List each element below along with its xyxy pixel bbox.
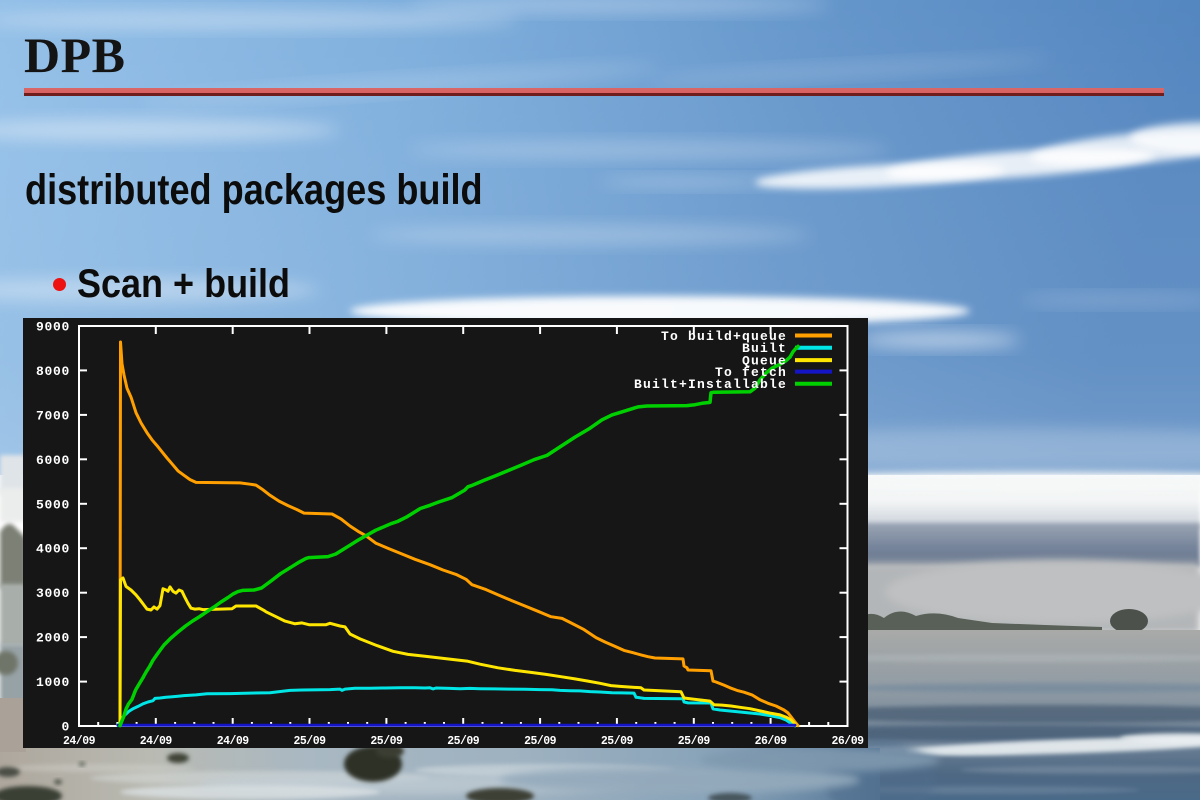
svg-text:To fetch: To fetch [715, 365, 787, 380]
svg-text:5000: 5000 [36, 497, 70, 512]
svg-text:25/09: 25/09 [524, 735, 557, 748]
svg-text:6000: 6000 [36, 453, 70, 468]
svg-text:8000: 8000 [36, 364, 70, 379]
svg-text:Built+Installable: Built+Installable [634, 377, 787, 392]
svg-text:25/09: 25/09 [447, 735, 480, 748]
svg-text:3000: 3000 [36, 586, 70, 601]
svg-text:9000: 9000 [36, 320, 70, 335]
svg-text:To build+queue: To build+queue [661, 329, 787, 344]
svg-text:25/09: 25/09 [370, 735, 403, 748]
svg-text:25/09: 25/09 [293, 735, 326, 748]
svg-text:25/09: 25/09 [601, 735, 634, 748]
svg-text:0: 0 [61, 720, 70, 735]
svg-text:24/09: 24/09 [217, 735, 250, 748]
svg-text:Built: Built [742, 341, 787, 356]
svg-text:24/09: 24/09 [63, 735, 96, 748]
svg-text:Queue: Queue [742, 354, 787, 369]
svg-text:2000: 2000 [36, 631, 70, 646]
svg-text:26/09: 26/09 [755, 735, 788, 748]
svg-text:24/09: 24/09 [140, 735, 173, 748]
svg-text:4000: 4000 [36, 542, 70, 557]
svg-text:7000: 7000 [36, 408, 70, 423]
svg-text:25/09: 25/09 [678, 735, 711, 748]
svg-text:1000: 1000 [36, 675, 70, 690]
svg-text:26/09: 26/09 [831, 735, 864, 748]
